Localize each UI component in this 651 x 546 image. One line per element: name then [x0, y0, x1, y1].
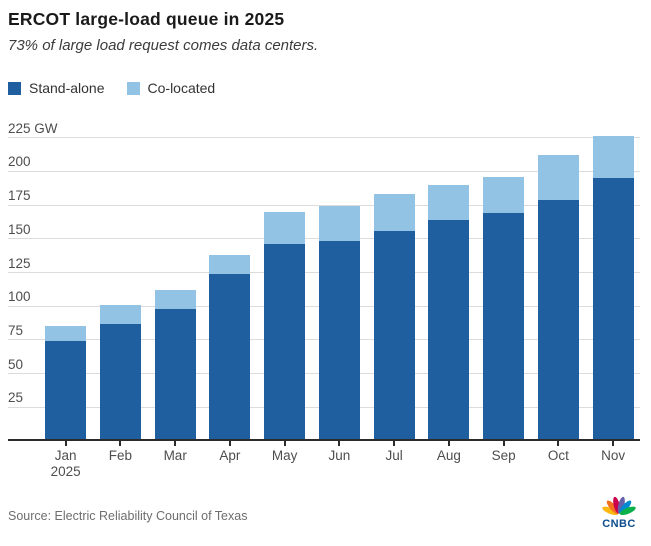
chart-title: ERCOT large-load queue in 2025 — [8, 9, 285, 29]
y-axis-label: 200 — [8, 154, 31, 170]
legend-item-stand-alone: Stand-alone — [8, 80, 105, 96]
bar-segment-stand-alone-jan — [45, 341, 87, 441]
legend-label-stand-alone: Stand-alone — [29, 80, 105, 96]
peacock-icon — [601, 493, 637, 520]
legend: Stand-alone Co-located — [8, 80, 215, 96]
x-axis-label: May — [271, 448, 298, 463]
x-axis-label: Mar — [163, 448, 187, 463]
gridline — [8, 204, 640, 206]
x-axis-tick — [447, 441, 450, 446]
bar-segment-stand-alone-sep — [483, 213, 525, 441]
x-axis-label: Aug — [436, 448, 461, 463]
bar-segment-co-located-mar — [154, 290, 196, 309]
bar-segment-stand-alone-aug — [428, 219, 470, 441]
bar-segment-co-located-aug — [428, 184, 470, 220]
cnbc-logo-text: CNBC — [602, 518, 636, 530]
source-note: Source: Electric Reliability Council of … — [8, 509, 248, 523]
x-axis-tick — [338, 441, 341, 446]
x-axis-tick — [557, 441, 560, 446]
x-axis-tick — [283, 441, 286, 446]
y-axis-label: 25 — [8, 390, 24, 406]
bar-segment-stand-alone-mar — [154, 308, 196, 441]
bar-segment-stand-alone-oct — [537, 199, 579, 441]
bar-segment-stand-alone-nov — [592, 178, 634, 441]
x-axis-year-label: 2025 — [50, 464, 81, 479]
x-axis-label: Jun — [328, 448, 351, 463]
legend-swatch-stand-alone-icon — [8, 81, 21, 95]
y-axis-label: 50 — [8, 356, 24, 372]
y-axis-label: 150 — [8, 221, 31, 237]
bar-segment-co-located-sep — [483, 176, 525, 214]
bar-segment-co-located-nov — [592, 136, 634, 179]
x-axis-tick — [119, 441, 122, 446]
x-axis-label: Apr — [219, 448, 241, 463]
bar-segment-stand-alone-jul — [373, 230, 415, 441]
gridline — [8, 170, 640, 172]
bar-segment-stand-alone-may — [264, 244, 306, 441]
legend-item-co-located: Co-located — [126, 80, 216, 96]
x-axis-tick — [174, 441, 177, 446]
bar-segment-stand-alone-feb — [99, 323, 141, 441]
x-axis-tick — [393, 441, 396, 446]
legend-swatch-co-located-icon — [126, 81, 140, 95]
bar-segment-co-located-apr — [209, 254, 251, 274]
bar-segment-co-located-feb — [99, 304, 141, 324]
bar-segment-co-located-jul — [373, 194, 415, 231]
legend-label-co-located: Co-located — [147, 80, 216, 96]
chart-subtitle: 73% of large load request comes data cen… — [8, 37, 319, 54]
x-axis-tick — [502, 441, 505, 446]
bar-segment-stand-alone-apr — [209, 273, 251, 441]
bar-segment-co-located-oct — [537, 155, 579, 200]
bar-segment-stand-alone-jun — [318, 241, 360, 441]
y-axis-label: 225 GW — [8, 120, 58, 136]
y-axis-label: 75 — [8, 322, 24, 338]
x-axis-line — [8, 439, 640, 441]
y-axis-label: 125 — [8, 255, 31, 271]
cnbc-logo: CNBC — [595, 493, 643, 530]
x-axis-label: Sep — [491, 448, 516, 463]
y-axis-label: 175 — [8, 188, 31, 204]
bar-segment-co-located-may — [264, 211, 306, 245]
x-axis-label: Feb — [108, 448, 133, 463]
x-axis-label: Nov — [601, 448, 626, 463]
gridline — [8, 137, 640, 139]
x-axis-label: Oct — [547, 448, 569, 463]
x-axis-label: Jul — [385, 448, 403, 463]
plot-area: 25 50 75 100 125 150 175 200 225 GW Jan 2025 Feb Mar… — [8, 0, 640, 479]
bar-segment-co-located-jan — [45, 326, 87, 342]
y-axis-label: 100 — [8, 289, 31, 305]
x-axis-tick — [64, 441, 67, 446]
x-axis-tick — [612, 441, 615, 446]
x-axis-label: Jan — [54, 448, 77, 463]
bar-segment-co-located-jun — [318, 206, 360, 242]
x-axis-tick — [228, 441, 231, 446]
